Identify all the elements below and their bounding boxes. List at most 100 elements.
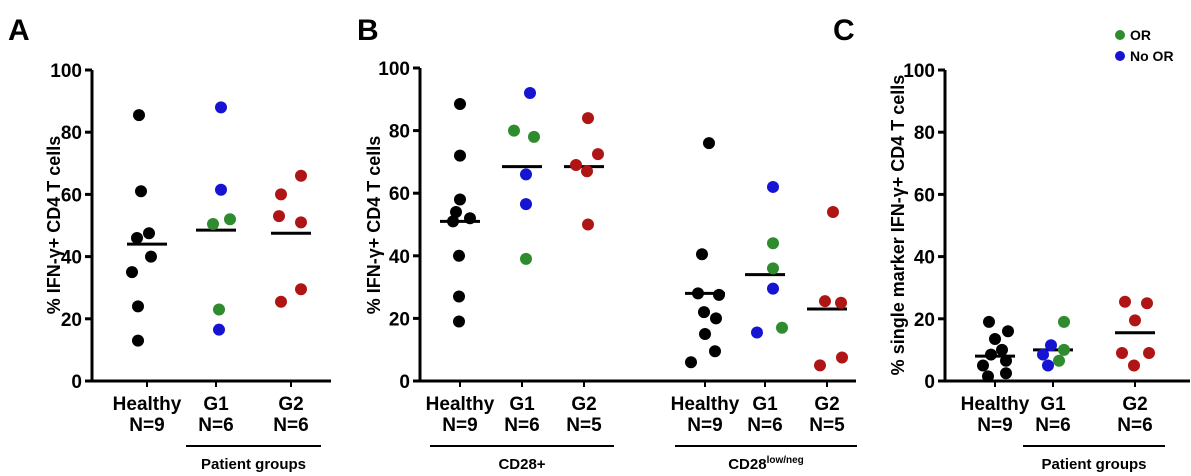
data-point — [454, 149, 466, 162]
data-point — [295, 216, 307, 229]
panel-label: B — [357, 14, 379, 47]
data-point — [133, 109, 145, 122]
category-count-label: N=6 — [747, 415, 782, 436]
category-count-label: N=6 — [273, 415, 308, 436]
category-label: G1 — [752, 394, 778, 415]
data-point — [1128, 359, 1140, 372]
data-point — [1000, 367, 1012, 380]
data-point — [703, 137, 715, 150]
group-label: CD28low/neg — [728, 455, 804, 473]
legend-or-marker — [1115, 30, 1125, 40]
data-point — [215, 183, 227, 196]
data-point — [453, 249, 465, 262]
data-point — [767, 282, 779, 295]
category-label: Healthy — [113, 394, 182, 415]
data-point — [751, 326, 763, 339]
y-tick-label: 100 — [378, 59, 410, 80]
data-point — [520, 252, 532, 265]
data-point — [767, 180, 779, 193]
data-point — [582, 112, 594, 125]
data-point — [213, 323, 225, 336]
data-point — [1058, 343, 1070, 356]
panel-label: A — [8, 14, 30, 47]
data-point — [767, 262, 779, 275]
y-axis-title: % single marker IFN-γ+ CD4 T cells — [888, 75, 908, 376]
data-point — [1037, 348, 1049, 361]
data-point — [713, 288, 725, 301]
data-point — [1116, 347, 1128, 360]
category-label: G2 — [278, 394, 303, 415]
data-point — [985, 348, 997, 361]
data-point — [827, 205, 839, 218]
y-tick-label: 0 — [924, 372, 935, 393]
group-label-superscript: low/neg — [767, 455, 804, 466]
data-point — [132, 334, 144, 347]
data-point — [453, 290, 465, 303]
y-tick-label: 80 — [389, 122, 410, 143]
data-point — [1119, 295, 1131, 308]
category-count-label: N=9 — [977, 415, 1012, 436]
category-label: G1 — [509, 394, 535, 415]
data-point — [1042, 359, 1054, 372]
y-tick-label: 60 — [914, 185, 935, 206]
legend: OR No OR — [1115, 27, 1174, 64]
y-tick-label: 100 — [50, 61, 82, 82]
y-tick-label: 100 — [903, 61, 935, 82]
data-point — [131, 231, 143, 244]
data-point — [520, 168, 532, 181]
data-point — [1053, 354, 1065, 367]
data-point — [698, 306, 710, 319]
data-point — [135, 185, 147, 198]
y-tick-label: 40 — [61, 248, 82, 269]
legend-no-or-label: No OR — [1130, 48, 1174, 64]
data-point — [699, 328, 711, 341]
y-tick-label: 20 — [61, 310, 82, 331]
y-tick-label: 0 — [71, 372, 82, 393]
category-label: Healthy — [671, 394, 740, 415]
group-label: Patient groups — [1041, 456, 1146, 473]
panel-c: C 0 20 40 60 80 100% single marker IFN-γ+ CD4 … — [833, 14, 1190, 473]
y-tick-label: 20 — [389, 309, 410, 330]
y-tick-label: 80 — [61, 123, 82, 144]
data-point — [145, 250, 157, 263]
category-count-label: N=6 — [504, 415, 539, 436]
data-point — [508, 124, 520, 137]
data-point — [1129, 314, 1141, 327]
data-point — [592, 148, 604, 161]
category-count-label: N=5 — [566, 415, 602, 436]
data-point — [1058, 315, 1070, 328]
category-count-label: N=6 — [1117, 415, 1152, 436]
y-tick-label: 40 — [389, 247, 410, 268]
category-label: Healthy — [426, 394, 495, 415]
data-point — [524, 87, 536, 100]
data-point — [710, 312, 722, 325]
data-point — [1045, 339, 1057, 352]
category-count-label: N=6 — [1035, 415, 1070, 436]
legend-no-or-marker — [1115, 51, 1125, 61]
y-axis-title: % IFN-γ+ CD4 T cells — [44, 136, 64, 315]
data-point — [709, 345, 721, 358]
category-label: G1 — [1040, 394, 1066, 415]
data-point — [520, 198, 532, 211]
data-point — [696, 248, 708, 261]
data-point — [1000, 354, 1012, 367]
data-point — [982, 370, 994, 383]
data-point — [447, 215, 459, 228]
data-point — [989, 333, 1001, 346]
data-point — [143, 227, 155, 240]
y-tick-label: 60 — [389, 184, 410, 205]
panel-b: B 0 20 40 60 80 100 % IFN-γ+ CD4 T cells Healthy… — [357, 14, 857, 473]
data-point — [132, 300, 144, 313]
data-point — [207, 217, 219, 230]
data-point — [570, 159, 582, 172]
y-axis-title: % IFN-γ+ CD4 T cells — [364, 136, 384, 315]
data-point — [126, 266, 138, 279]
data-point — [835, 296, 847, 309]
data-point — [275, 295, 287, 308]
data-point — [273, 210, 285, 223]
data-point — [996, 343, 1008, 356]
category-label: G2 — [814, 394, 839, 415]
data-point — [1143, 347, 1155, 360]
category-count-label: N=9 — [129, 415, 164, 436]
category-label: G1 — [203, 394, 229, 415]
